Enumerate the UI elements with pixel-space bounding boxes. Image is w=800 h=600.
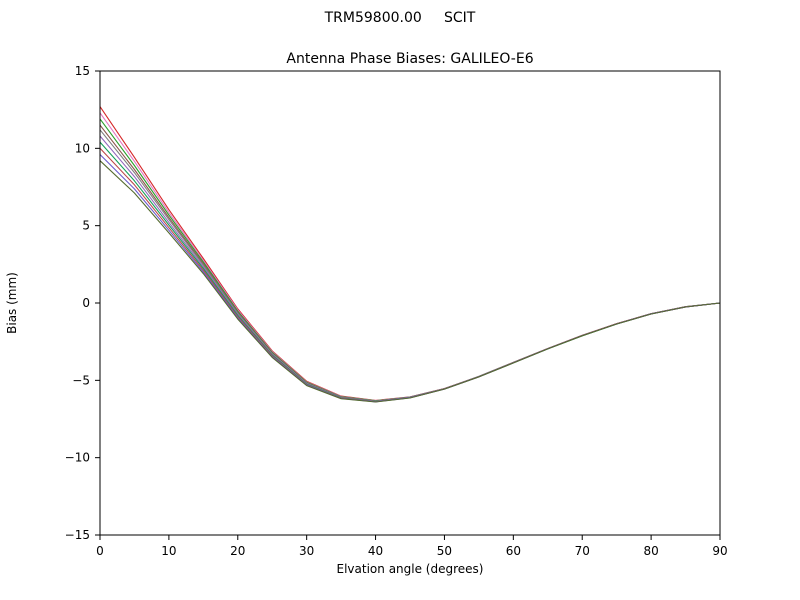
- y-tick-label: −5: [72, 373, 90, 387]
- y-tick-label: 5: [82, 219, 90, 233]
- x-tick-label: 40: [368, 544, 383, 558]
- line-series-7: [99, 141, 721, 403]
- figure-suptitle: TRM59800.00 SCIT: [324, 10, 476, 26]
- x-tick-label: 30: [299, 544, 314, 558]
- line-series-8: [99, 147, 721, 403]
- x-tick-label: 80: [643, 544, 658, 558]
- line-series-4: [99, 124, 721, 402]
- y-tick-label: −10: [65, 451, 90, 465]
- x-tick-label: 90: [712, 544, 727, 558]
- x-tick-label: 50: [437, 544, 452, 558]
- line-series-9: [99, 154, 721, 403]
- x-tick-label: 10: [161, 544, 176, 558]
- x-tick-label: 70: [575, 544, 590, 558]
- x-tick-label: 60: [506, 544, 521, 558]
- y-tick-label: −15: [65, 528, 90, 542]
- x-axis-label: Elvation angle (degrees): [336, 562, 484, 576]
- line-series-6: [99, 135, 721, 402]
- axes-box: [99, 70, 721, 536]
- line-series-5: [99, 129, 721, 402]
- x-tick-label: 20: [230, 544, 245, 558]
- y-tick-label: 10: [75, 141, 90, 155]
- y-tick-label: 15: [75, 64, 90, 78]
- y-tick-label: 0: [82, 296, 90, 310]
- x-tick-label: 0: [96, 544, 104, 558]
- y-axis-label: Bias (mm): [5, 272, 19, 334]
- line-series-10: [99, 160, 721, 403]
- chart-title: Antenna Phase Biases: GALILEO-E6: [286, 51, 534, 67]
